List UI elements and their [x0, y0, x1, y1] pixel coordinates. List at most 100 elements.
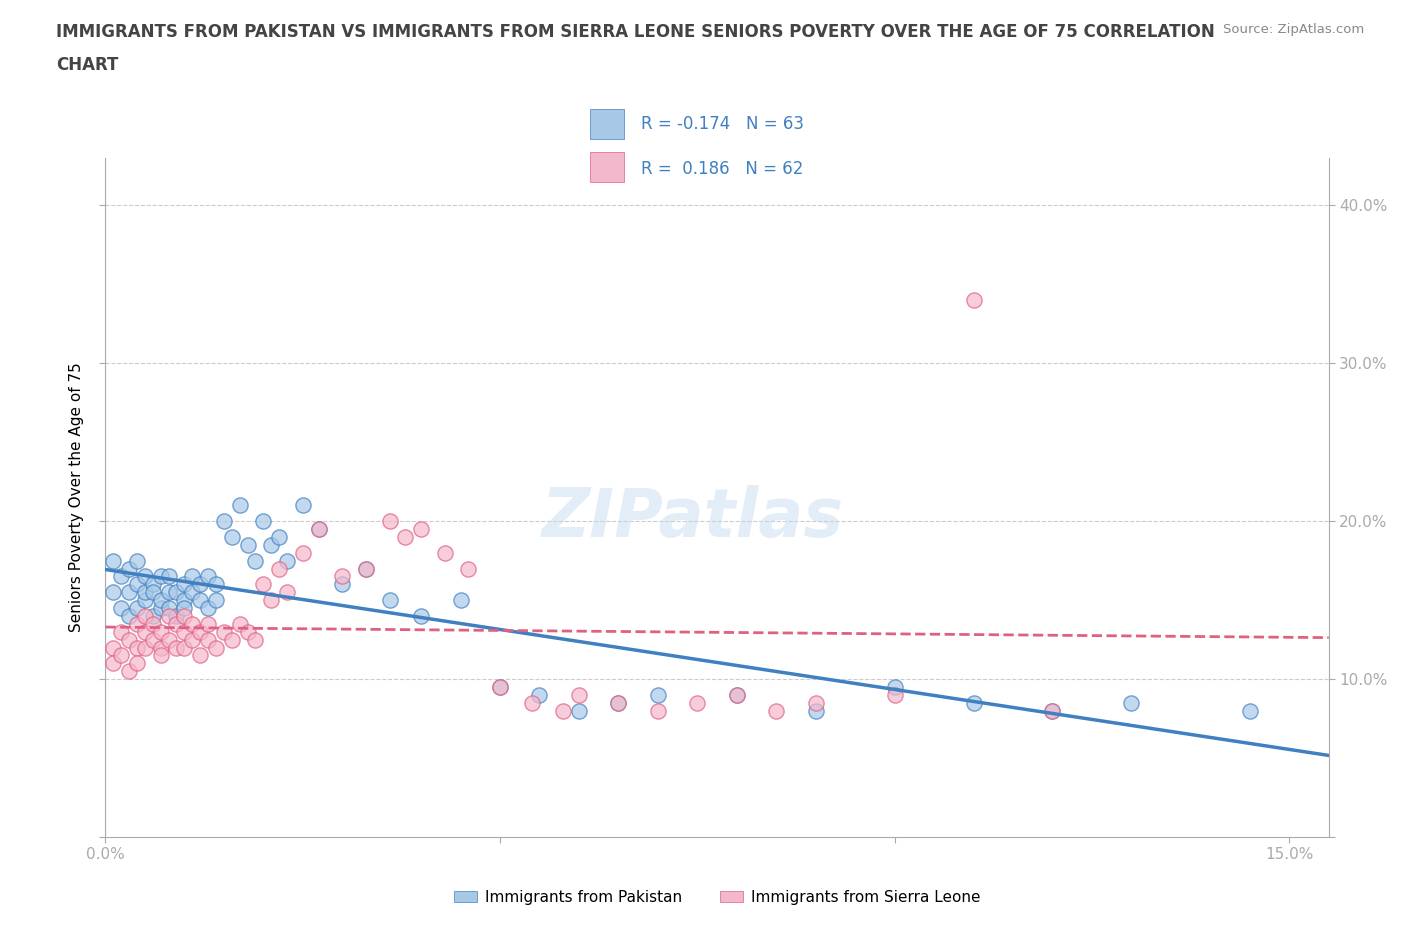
Point [142, 585, 165, 600]
Point [205, 640, 228, 655]
Point [212, 513, 235, 528]
Point [962, 293, 984, 308]
Point [291, 545, 314, 560]
Point [142, 617, 165, 631]
Point [378, 513, 401, 528]
Point [149, 648, 172, 663]
Point [118, 664, 141, 679]
Point [276, 585, 298, 600]
Point [173, 577, 195, 591]
Point [134, 640, 156, 655]
Point [489, 680, 512, 695]
Point [118, 608, 141, 623]
Point [276, 553, 298, 568]
Point [125, 553, 148, 568]
Point [686, 696, 709, 711]
Point [103, 585, 125, 600]
Point [125, 640, 148, 655]
Point [330, 569, 353, 584]
Point [125, 617, 148, 631]
Point [166, 585, 188, 600]
Point [173, 640, 195, 655]
FancyBboxPatch shape [591, 110, 624, 140]
Point [883, 680, 905, 695]
Point [181, 585, 204, 600]
Point [142, 608, 165, 623]
Point [252, 513, 274, 528]
Point [647, 687, 669, 702]
Point [553, 703, 575, 718]
Point [1239, 703, 1261, 718]
Point [188, 592, 211, 607]
Point [228, 498, 250, 512]
Point [411, 608, 433, 623]
Point [103, 553, 125, 568]
Point [221, 632, 243, 647]
Point [1121, 696, 1143, 711]
Point [607, 696, 630, 711]
Point [212, 624, 235, 639]
Point [354, 561, 377, 576]
Point [529, 687, 551, 702]
Point [149, 569, 172, 584]
Point [457, 561, 479, 576]
Point [166, 608, 188, 623]
Point [188, 577, 211, 591]
Point [228, 617, 250, 631]
Point [245, 632, 267, 647]
Point [181, 617, 204, 631]
Point [157, 601, 180, 616]
Point [110, 624, 132, 639]
Point [125, 577, 148, 591]
Point [173, 601, 195, 616]
Point [260, 592, 283, 607]
Point [221, 529, 243, 544]
Point [157, 585, 180, 600]
Point [166, 617, 188, 631]
Point [330, 577, 353, 591]
Point [118, 632, 141, 647]
Point [181, 569, 204, 584]
Point [149, 601, 172, 616]
Point [236, 538, 259, 552]
Point [173, 624, 195, 639]
Point [433, 545, 456, 560]
Point [134, 608, 156, 623]
Point [181, 632, 204, 647]
Text: R =  0.186   N = 62: R = 0.186 N = 62 [641, 160, 803, 178]
Legend: Immigrants from Pakistan, Immigrants from Sierra Leone: Immigrants from Pakistan, Immigrants fro… [449, 884, 986, 910]
Point [205, 577, 228, 591]
Point [134, 569, 156, 584]
Point [149, 624, 172, 639]
Point [1042, 703, 1064, 718]
Point [647, 703, 669, 718]
Point [260, 538, 283, 552]
Point [134, 592, 156, 607]
Y-axis label: Seniors Poverty Over the Age of 75: Seniors Poverty Over the Age of 75 [69, 363, 84, 632]
Point [520, 696, 543, 711]
Point [118, 585, 141, 600]
Point [252, 577, 274, 591]
Point [188, 624, 211, 639]
Point [103, 656, 125, 671]
Point [142, 577, 165, 591]
Point [267, 561, 290, 576]
Point [197, 569, 219, 584]
Point [103, 640, 125, 655]
Text: R = -0.174   N = 63: R = -0.174 N = 63 [641, 115, 804, 133]
Point [110, 648, 132, 663]
Point [489, 680, 512, 695]
Point [197, 632, 219, 647]
Point [118, 561, 141, 576]
Point [308, 522, 330, 537]
Point [173, 608, 195, 623]
Point [450, 592, 472, 607]
Text: IMMIGRANTS FROM PAKISTAN VS IMMIGRANTS FROM SIERRA LEONE SENIORS POVERTY OVER TH: IMMIGRANTS FROM PAKISTAN VS IMMIGRANTS F… [56, 23, 1215, 41]
Point [157, 632, 180, 647]
Point [308, 522, 330, 537]
Point [110, 569, 132, 584]
Point [291, 498, 314, 512]
Point [134, 585, 156, 600]
Point [166, 640, 188, 655]
Point [1042, 703, 1064, 718]
